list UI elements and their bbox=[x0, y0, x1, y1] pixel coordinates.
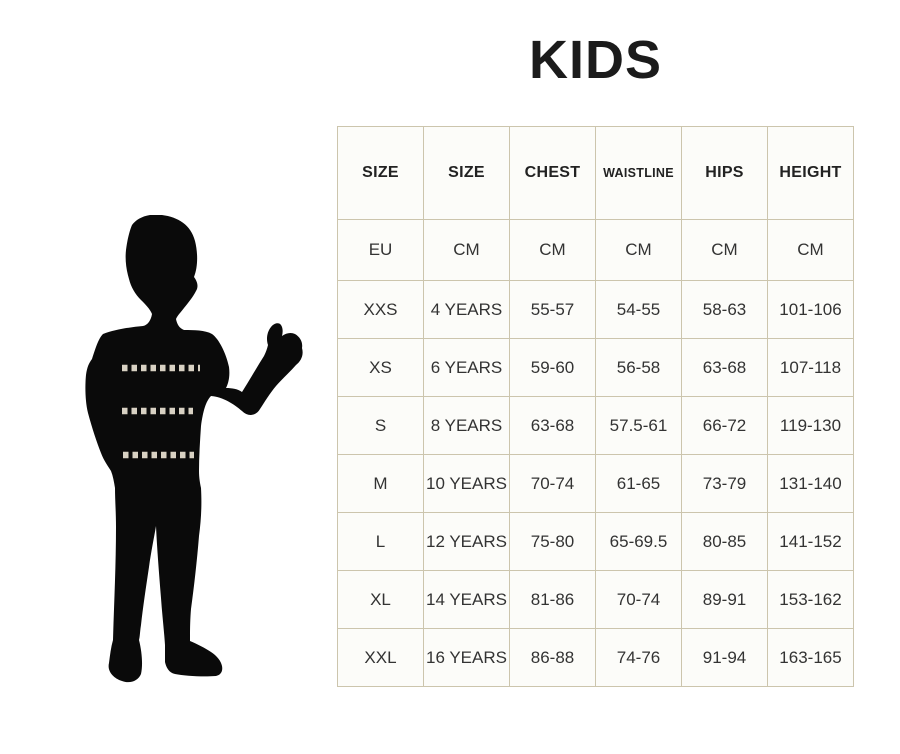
table-cell: 75-80 bbox=[509, 512, 596, 571]
table-cell: 63-68 bbox=[681, 338, 768, 397]
table-cell: XS bbox=[337, 338, 424, 397]
table-row: XXS 4 YEARS 55-57 54-55 58-63 101-106 bbox=[337, 280, 854, 339]
table-cell: XL bbox=[337, 570, 424, 629]
table-cell: 65-69.5 bbox=[595, 512, 682, 571]
table-cell: 63-68 bbox=[509, 396, 596, 455]
boy-figure-path bbox=[85, 214, 303, 683]
table-cell: 80-85 bbox=[681, 512, 768, 571]
table-cell: 10 YEARS bbox=[423, 454, 510, 513]
table-cell: 58-63 bbox=[681, 280, 768, 339]
table-cell: 4 YEARS bbox=[423, 280, 510, 339]
table-cell: XXL bbox=[337, 628, 424, 687]
column-header-height: HEIGHT bbox=[767, 126, 854, 220]
table-cell: 81-86 bbox=[509, 570, 596, 629]
table-cell: 66-72 bbox=[681, 396, 768, 455]
column-header-waistline: WAISTLINE bbox=[595, 126, 682, 220]
kids-silhouette bbox=[80, 214, 310, 685]
table-row: XS 6 YEARS 59-60 56-58 63-68 107-118 bbox=[337, 338, 854, 397]
table-cell: 74-76 bbox=[595, 628, 682, 687]
table-cell: 131-140 bbox=[767, 454, 854, 513]
table-cell: 107-118 bbox=[767, 338, 854, 397]
table-cell: 89-91 bbox=[681, 570, 768, 629]
unit-cell: CM bbox=[595, 219, 682, 281]
table-cell: M bbox=[337, 454, 424, 513]
table-row: L 12 YEARS 75-80 65-69.5 80-85 141-152 bbox=[337, 512, 854, 571]
column-header-hips: HIPS bbox=[681, 126, 768, 220]
table-cell: 91-94 bbox=[681, 628, 768, 687]
table-cell: XXS bbox=[337, 280, 424, 339]
table-cell: 70-74 bbox=[595, 570, 682, 629]
table-cell: 59-60 bbox=[509, 338, 596, 397]
table-header-row: SIZE SIZE CHEST WAISTLINE HIPS HEIGHT bbox=[337, 126, 854, 220]
table-cell: 55-57 bbox=[509, 280, 596, 339]
unit-cell: CM bbox=[681, 219, 768, 281]
table-cell: 153-162 bbox=[767, 570, 854, 629]
table-cell: 86-88 bbox=[509, 628, 596, 687]
size-chart-table: SIZE SIZE CHEST WAISTLINE HIPS HEIGHT EU… bbox=[337, 126, 854, 687]
unit-cell: EU bbox=[337, 219, 424, 281]
table-cell: 70-74 bbox=[509, 454, 596, 513]
unit-cell: CM bbox=[423, 219, 510, 281]
unit-cell: CM bbox=[767, 219, 854, 281]
table-row: XL 14 YEARS 81-86 70-74 89-91 153-162 bbox=[337, 570, 854, 629]
page-title: KIDS bbox=[528, 30, 662, 90]
units-row: EU CM CM CM CM CM bbox=[337, 219, 854, 281]
table-cell: 6 YEARS bbox=[423, 338, 510, 397]
table-cell: 12 YEARS bbox=[423, 512, 510, 571]
table-cell: 61-65 bbox=[595, 454, 682, 513]
table-row: XXL 16 YEARS 86-88 74-76 91-94 163-165 bbox=[337, 628, 854, 687]
table-cell: 119-130 bbox=[767, 396, 854, 455]
table-row: M 10 YEARS 70-74 61-65 73-79 131-140 bbox=[337, 454, 854, 513]
column-header-size-age: SIZE bbox=[423, 126, 510, 220]
table-cell: 14 YEARS bbox=[423, 570, 510, 629]
table-cell: 8 YEARS bbox=[423, 396, 510, 455]
table-cell: 56-58 bbox=[595, 338, 682, 397]
unit-cell: CM bbox=[509, 219, 596, 281]
boy-figure-svg bbox=[85, 214, 303, 683]
table-cell: 163-165 bbox=[767, 628, 854, 687]
table-cell: 73-79 bbox=[681, 454, 768, 513]
column-header-size-eu: SIZE bbox=[337, 126, 424, 220]
table-cell: 57.5-61 bbox=[595, 396, 682, 455]
table-cell: 54-55 bbox=[595, 280, 682, 339]
column-header-chest: CHEST bbox=[509, 126, 596, 220]
table-cell: 141-152 bbox=[767, 512, 854, 571]
table-cell: L bbox=[337, 512, 424, 571]
table-cell: S bbox=[337, 396, 424, 455]
table-cell: 16 YEARS bbox=[423, 628, 510, 687]
table-cell: 101-106 bbox=[767, 280, 854, 339]
